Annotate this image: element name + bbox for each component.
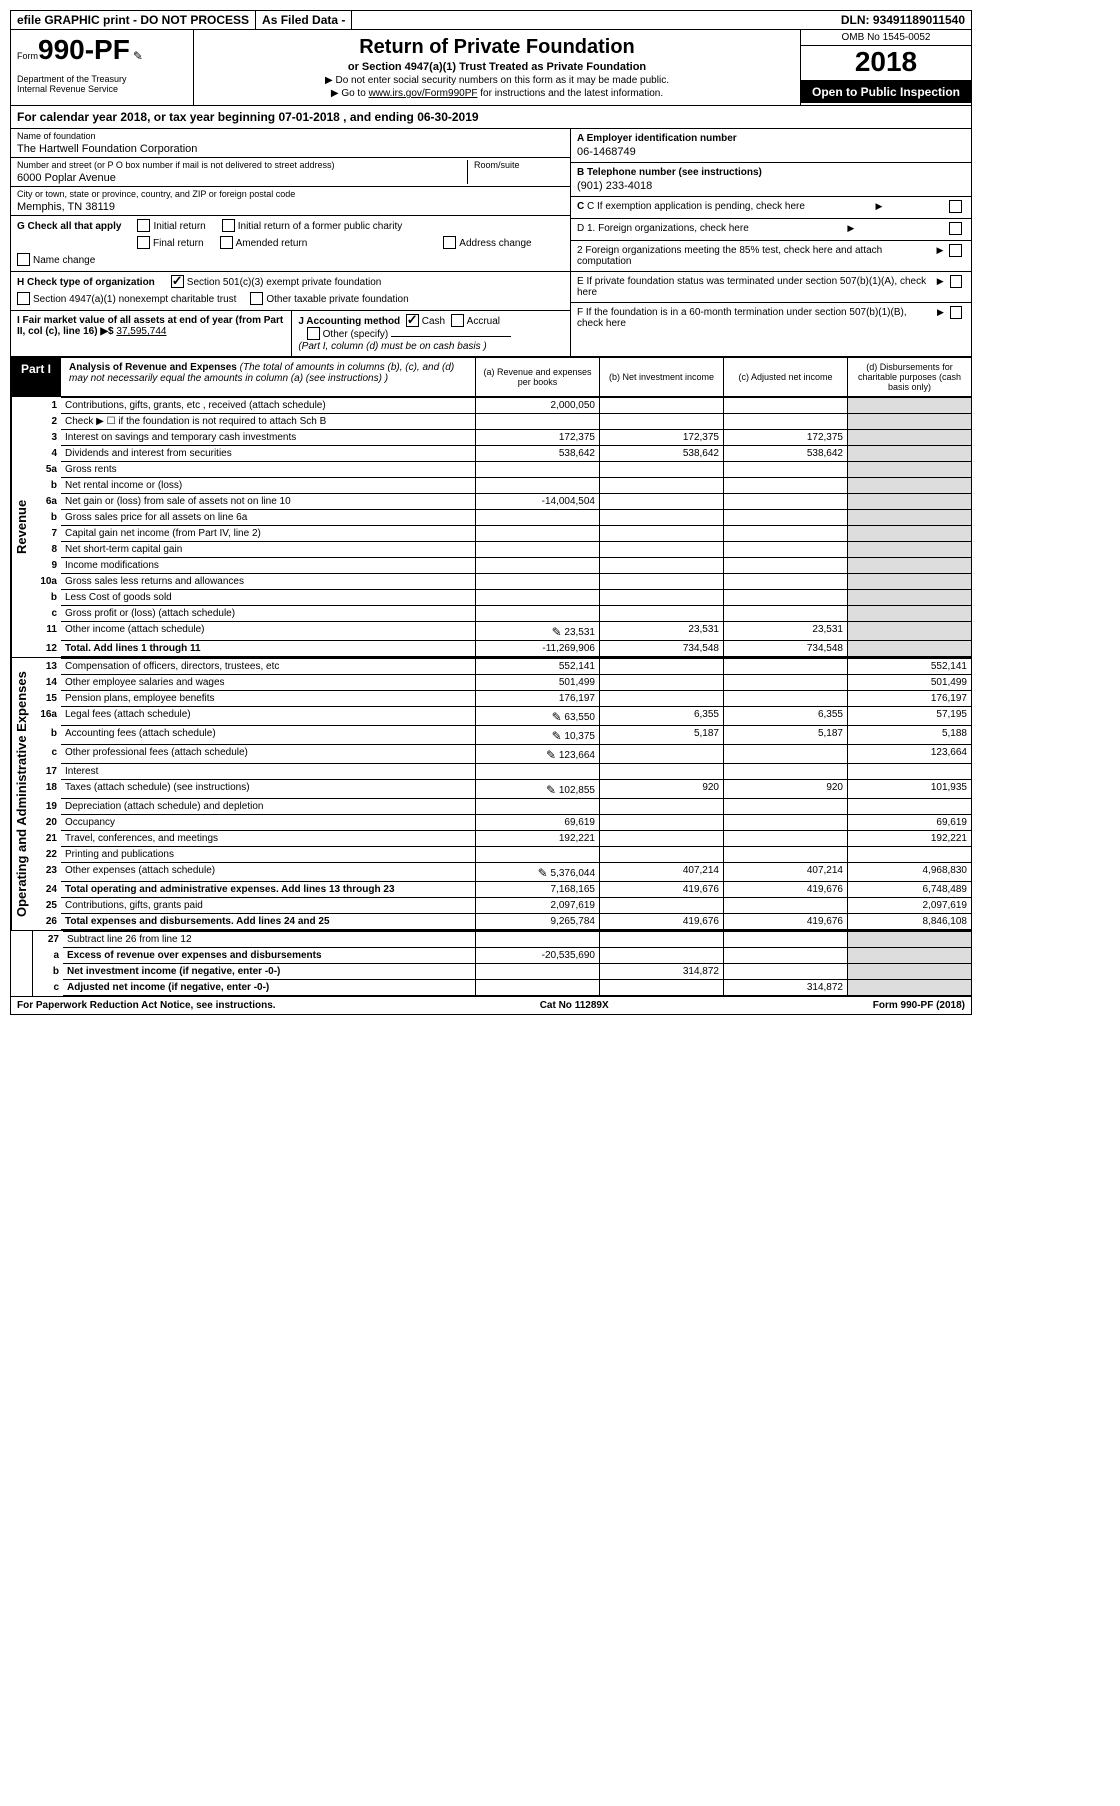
checkbox[interactable] <box>17 292 30 305</box>
checkbox[interactable] <box>406 314 419 327</box>
checkbox[interactable] <box>950 306 962 319</box>
header-right: OMB No 1545-0052 2018 Open to Public Ins… <box>800 30 971 105</box>
checkbox[interactable] <box>171 275 184 288</box>
net-table: 27 Subtract line 26 from line 12 a Exces… <box>33 931 971 996</box>
checkbox[interactable] <box>949 244 962 257</box>
checkbox[interactable] <box>451 314 464 327</box>
expenses-section: Operating and Administrative Expenses 13… <box>11 657 971 930</box>
checkbox[interactable] <box>443 236 456 249</box>
revenue-section: Revenue 1 Contributions, gifts, grants, … <box>11 397 971 657</box>
header: Form990-PF ✎ Department of the Treasury … <box>11 30 971 105</box>
city-cell: City or town, state or province, country… <box>11 187 570 216</box>
dln: DLN: 93491189011540 <box>352 11 971 29</box>
checkbox[interactable] <box>137 219 150 232</box>
revenue-table: 1 Contributions, gifts, grants, etc , re… <box>31 397 971 657</box>
identity-right: A Employer identification number06-14687… <box>570 129 971 356</box>
identity-left: Name of foundation The Hartwell Foundati… <box>11 129 570 356</box>
name-cell: Name of foundation The Hartwell Foundati… <box>11 129 570 158</box>
net-section: 27 Subtract line 26 from line 12 a Exces… <box>11 930 971 996</box>
expenses-table: 13 Compensation of officers, directors, … <box>31 658 971 930</box>
h-checks: H Check type of organization Section 501… <box>11 272 570 311</box>
checkbox[interactable] <box>220 236 233 249</box>
g-checks: G Check all that apply Initial return In… <box>11 216 570 272</box>
form-990pf: efile GRAPHIC print - DO NOT PROCESS As … <box>10 10 972 1015</box>
header-center: Return of Private Foundation or Section … <box>194 30 800 105</box>
ij-row: I Fair market value of all assets at end… <box>11 311 570 356</box>
efile-notice: efile GRAPHIC print - DO NOT PROCESS <box>11 11 256 29</box>
checkbox[interactable] <box>307 327 320 340</box>
footer: For Paperwork Reduction Act Notice, see … <box>11 996 971 1014</box>
calendar-year: For calendar year 2018, or tax year begi… <box>11 105 971 129</box>
checkbox[interactable] <box>250 292 263 305</box>
header-left: Form990-PF ✎ Department of the Treasury … <box>11 30 194 105</box>
addr-cell: Number and street (or P O box number if … <box>11 158 570 187</box>
checkbox[interactable] <box>950 275 962 288</box>
pen-icon: ✎ <box>133 49 143 63</box>
checkbox[interactable] <box>137 236 150 249</box>
column-headers: (a) Revenue and expenses per books (b) N… <box>476 358 971 396</box>
checkbox[interactable] <box>949 222 962 235</box>
checkbox[interactable] <box>949 200 962 213</box>
checkbox[interactable] <box>17 253 30 266</box>
as-filed: As Filed Data - <box>256 11 352 29</box>
checkbox[interactable] <box>222 219 235 232</box>
identity-block: Name of foundation The Hartwell Foundati… <box>11 129 971 357</box>
part1-header: Part I Analysis of Revenue and Expenses … <box>11 357 971 397</box>
top-bar: efile GRAPHIC print - DO NOT PROCESS As … <box>11 11 971 30</box>
irs-link[interactable]: www.irs.gov/Form990PF <box>369 88 478 99</box>
